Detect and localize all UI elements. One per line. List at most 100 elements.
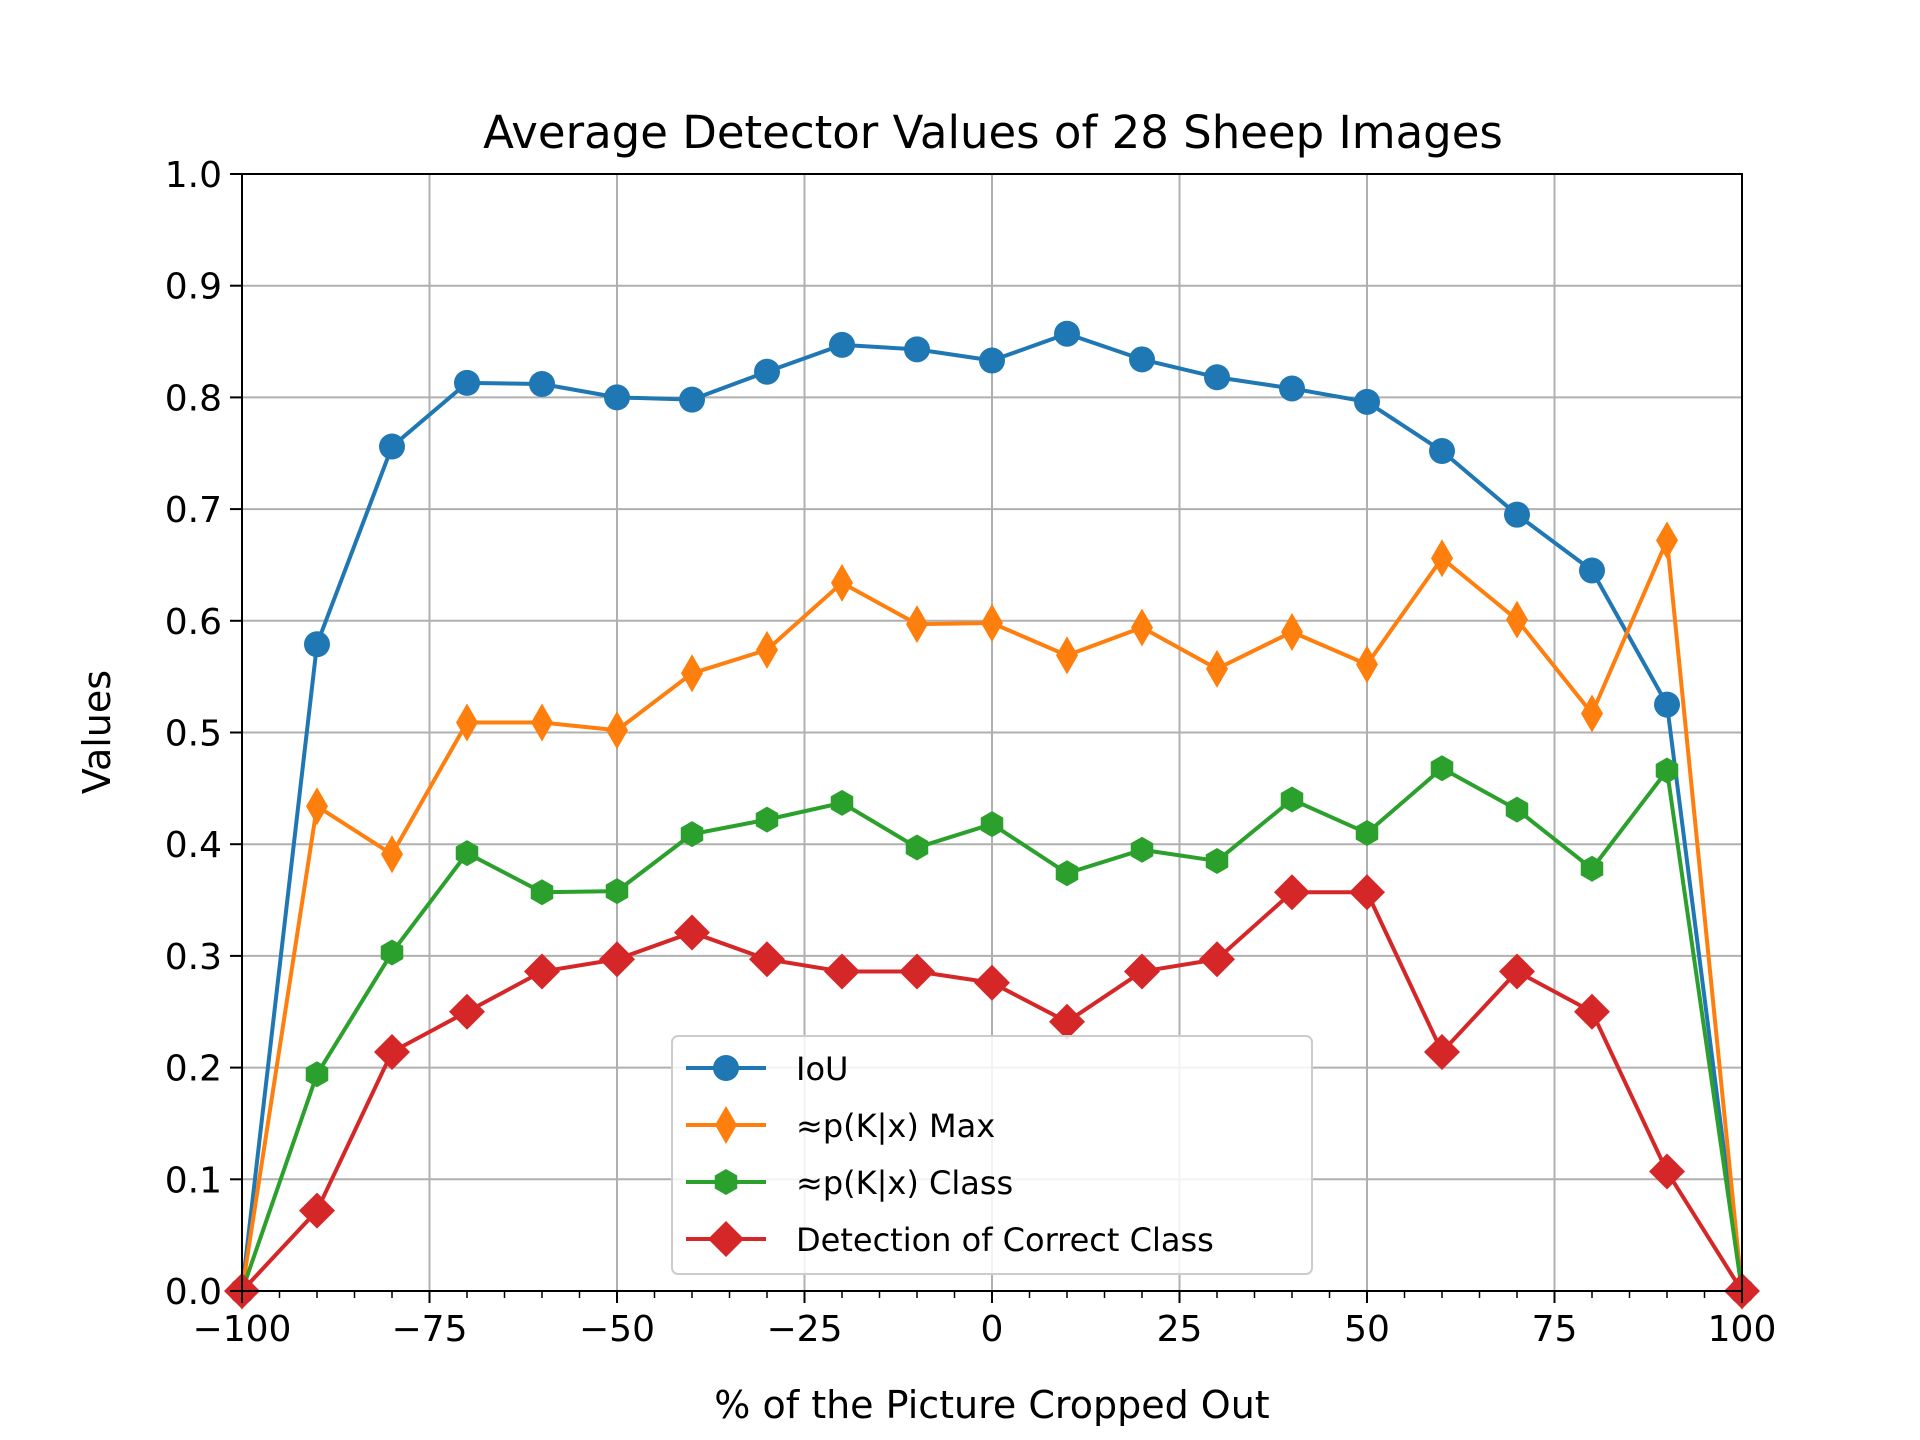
data-point xyxy=(374,1033,410,1070)
data-point xyxy=(604,384,630,411)
data-point xyxy=(1054,320,1080,347)
data-point xyxy=(531,703,553,742)
legend-label: IoU xyxy=(796,1050,848,1088)
data-point xyxy=(824,953,860,990)
data-point xyxy=(831,563,853,602)
y-tick-label: 0.7 xyxy=(165,490,222,531)
x-tick-label: 0 xyxy=(981,1309,1004,1350)
data-point xyxy=(1654,691,1680,718)
data-point xyxy=(899,953,935,990)
data-point xyxy=(680,821,704,848)
data-point xyxy=(1131,608,1153,647)
data-point xyxy=(605,878,629,905)
data-point xyxy=(749,941,785,978)
data-point xyxy=(1206,649,1228,688)
x-tick-label: 50 xyxy=(1344,1309,1390,1350)
axis-ticks: −100 −75 −50 −25 0 25 50 75 100 0.0 0.1 0.2 0.3 0.4 0.… xyxy=(165,155,1777,1350)
y-tick-label: 0.1 xyxy=(165,1160,222,1201)
data-point xyxy=(1581,694,1603,733)
y-tick-label: 0.5 xyxy=(165,714,222,755)
x-axis-title: % of the Picture Cropped Out xyxy=(714,1383,1269,1427)
data-point xyxy=(304,631,330,658)
data-point xyxy=(1349,874,1385,911)
data-point xyxy=(1049,1003,1085,1040)
data-point xyxy=(1424,1033,1460,1070)
x-tick-label: 75 xyxy=(1532,1309,1578,1350)
series-2 xyxy=(231,521,1753,1310)
data-point xyxy=(1056,636,1078,675)
data-point xyxy=(755,806,779,833)
data-point xyxy=(1355,820,1379,847)
data-point xyxy=(905,834,929,861)
data-point xyxy=(380,939,404,966)
data-point xyxy=(1204,364,1230,391)
data-point xyxy=(1429,438,1455,465)
data-point xyxy=(1124,953,1160,990)
legend-entry: ≈p(K|x) Max xyxy=(686,1106,995,1145)
data-point xyxy=(379,433,405,460)
data-point xyxy=(1505,796,1529,823)
data-point xyxy=(1580,855,1604,882)
data-point xyxy=(381,835,403,874)
data-point xyxy=(1130,836,1154,863)
data-point xyxy=(306,787,328,826)
data-point xyxy=(1655,757,1679,784)
data-point xyxy=(1199,941,1235,978)
y-tick-label: 0.2 xyxy=(165,1049,222,1090)
legend-box xyxy=(671,1035,1313,1275)
series-1 xyxy=(229,320,1755,1304)
data-point xyxy=(829,331,855,358)
legend-entry: IoU xyxy=(686,1050,848,1088)
data-point xyxy=(904,336,930,363)
data-point xyxy=(981,604,1003,643)
chart-title: Average Detector Values of 28 Sheep Imag… xyxy=(483,106,1503,159)
data-point xyxy=(1281,612,1303,651)
data-point xyxy=(974,964,1010,1001)
data-point xyxy=(454,369,480,396)
data-point xyxy=(756,630,778,669)
y-axis-title: Values xyxy=(75,670,119,794)
data-point xyxy=(606,711,628,750)
data-point xyxy=(305,1061,329,1088)
data-point xyxy=(830,789,854,816)
data-point xyxy=(1205,847,1229,874)
y-tick-label: 0.6 xyxy=(165,602,222,643)
data-point xyxy=(980,811,1004,838)
series-lines xyxy=(224,320,1760,1310)
data-point xyxy=(1356,645,1378,684)
y-tick-label: 0.3 xyxy=(165,937,222,978)
legend-entry: ≈p(K|x) Class xyxy=(686,1164,1013,1202)
legend-marker xyxy=(714,1169,738,1195)
x-tick-label: 25 xyxy=(1157,1309,1203,1350)
data-point xyxy=(524,953,560,990)
data-point xyxy=(1055,860,1079,887)
legend-label: Detection of Correct Class xyxy=(796,1221,1214,1259)
data-point xyxy=(1499,953,1535,990)
data-point xyxy=(1354,388,1380,415)
x-tick-label: −50 xyxy=(579,1309,655,1350)
series-4 xyxy=(224,874,1760,1309)
legend-marker xyxy=(708,1221,744,1257)
legend-label: ≈p(K|x) Class xyxy=(796,1164,1013,1202)
data-point xyxy=(1506,600,1528,639)
data-point xyxy=(455,840,479,867)
data-point xyxy=(1656,521,1678,560)
y-tick-label: 1.0 xyxy=(165,155,222,196)
data-point xyxy=(529,370,555,397)
x-tick-label: 100 xyxy=(1708,1309,1777,1350)
y-tick-label: 0.0 xyxy=(165,1272,222,1313)
x-tick-label: −25 xyxy=(767,1309,843,1350)
legend-marker xyxy=(715,1106,737,1144)
data-point xyxy=(754,358,780,385)
y-tick-label: 0.8 xyxy=(165,378,222,419)
y-tick-label: 0.4 xyxy=(165,825,222,866)
data-point xyxy=(906,605,928,644)
legend: IoU ≈p(K|x) Max ≈p(K|x) Class Detection of … xyxy=(671,1035,1313,1275)
legend-marker xyxy=(713,1055,739,1081)
data-point xyxy=(1129,346,1155,373)
data-point xyxy=(449,993,485,1030)
data-point xyxy=(1579,557,1605,584)
data-point xyxy=(1649,1153,1685,1190)
data-point xyxy=(299,1192,335,1229)
